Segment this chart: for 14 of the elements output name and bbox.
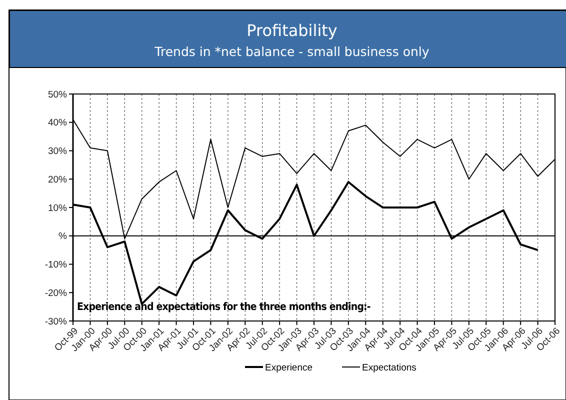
chart-title: Profitability <box>246 21 338 40</box>
y-tick-label: 50% <box>48 89 68 100</box>
y-tick-label: -20% <box>44 288 68 299</box>
y-tick-label: 30% <box>48 146 68 158</box>
legend-label: Expectations <box>362 362 417 374</box>
legend-label: Experience <box>265 362 313 374</box>
y-tick-label: -10% <box>44 260 68 271</box>
y-tick-label: 40% <box>48 118 68 129</box>
chart-subtitle: Trends in *net balance - small business only <box>154 44 430 59</box>
y-tick-label: % <box>58 231 68 242</box>
y-tick-label: 20% <box>48 174 68 186</box>
y-tick-label: 10% <box>48 202 68 214</box>
annotation: Experience and expectations for the three months ending:- <box>77 300 371 313</box>
y-tick-label: -30% <box>44 316 68 328</box>
